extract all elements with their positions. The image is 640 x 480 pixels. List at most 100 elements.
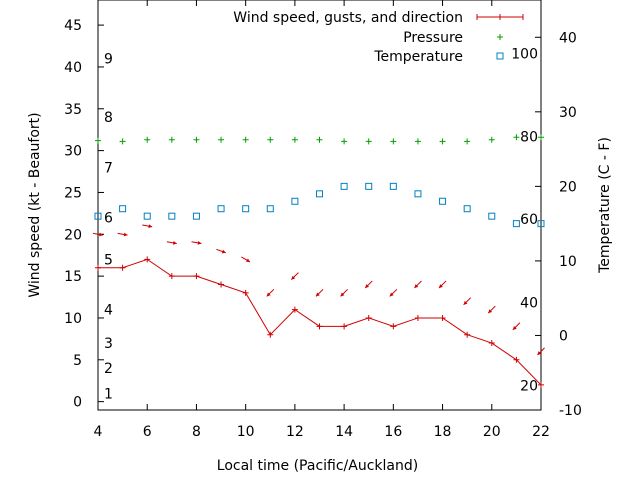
gust-arrow-head [315, 292, 320, 297]
legend-temperature-symbol [496, 52, 504, 60]
pressure-point [267, 136, 274, 143]
legend-wind-label: Wind speed, gusts, and direction [233, 10, 463, 26]
pressure-point [464, 138, 471, 145]
pressure-point [218, 136, 225, 143]
gust-arrow-head [389, 292, 394, 297]
wind-speed-point [291, 306, 298, 313]
y-left-tick-label: 10 [64, 311, 82, 327]
wind-speed-point [242, 289, 249, 296]
gust-arrow-head [537, 351, 542, 355]
temperature-point [414, 190, 422, 198]
wind-speed-point [119, 264, 126, 271]
legend-pressure-symbol [497, 34, 503, 40]
gust-arrow-head [488, 309, 493, 314]
plot-frame [97, 0, 542, 411]
wind-speed-point [95, 264, 101, 271]
beaufort-label: 2 [104, 361, 113, 377]
pressure-point [193, 136, 200, 143]
temperature-point [143, 212, 151, 220]
gust-arrow-head [365, 284, 370, 289]
wind-speed-point [464, 331, 471, 338]
gust-arrow-head [414, 284, 419, 289]
gust-arrow-head [266, 292, 271, 297]
wind-speed-point [414, 314, 421, 321]
gust-arrow-head [439, 284, 443, 289]
pressure-point [414, 138, 421, 145]
x-tick-label: 18 [434, 424, 452, 440]
pressure-point [316, 136, 323, 143]
temperature-point [389, 182, 397, 190]
temperature-point [168, 212, 176, 220]
wind-speed-point [267, 331, 274, 338]
temperature-point [94, 212, 102, 220]
legend-pressure-label: Pressure [403, 30, 463, 46]
gust-arrow-head [245, 258, 250, 262]
fahrenheit-label: 60 [520, 212, 538, 228]
pressure-point [168, 136, 175, 143]
gust-arrow-head [197, 241, 202, 245]
pressure-point [365, 138, 372, 145]
wind-speed-point [513, 356, 520, 363]
y-right-tick-label: 10 [559, 254, 577, 270]
pressure-point [341, 138, 348, 145]
temperature-point [217, 205, 225, 213]
gust-arrow-head [148, 224, 153, 229]
x-axis-label: Local time (Pacific/Auckland) [217, 458, 418, 474]
temperature-point [119, 205, 127, 213]
y-left-tick-label: 20 [64, 227, 82, 243]
x-tick-label: 14 [335, 424, 353, 440]
y-left-axis-label: Wind speed (kt - Beaufort) [27, 112, 43, 297]
pressure-point [144, 136, 151, 143]
temperature-point [463, 205, 471, 213]
wind-speed-point [316, 323, 323, 330]
pressure-point [538, 134, 544, 141]
pressure-point [119, 138, 126, 145]
x-tick-label: 16 [384, 424, 402, 440]
beaufort-label: 3 [104, 336, 113, 352]
beaufort-label: 4 [104, 303, 113, 319]
wind-speed-point [439, 314, 446, 321]
temperature-point [340, 182, 348, 190]
legend-temperature-label: Temperature [373, 49, 463, 65]
pressure-point [242, 136, 249, 143]
y-left-tick-label: 0 [73, 395, 82, 411]
wind-speed-point [341, 323, 348, 330]
wind-speed-point [168, 273, 175, 280]
y-left-tick-label: 30 [64, 144, 82, 160]
pressure-point [390, 138, 397, 145]
temperature-point [537, 220, 545, 228]
y-right-tick-label: -10 [559, 403, 582, 419]
y-right-tick-label: 20 [559, 179, 577, 195]
beaufort-label: 5 [104, 252, 113, 268]
y-left-tick-label: 25 [64, 185, 82, 201]
beaufort-label: 9 [104, 52, 113, 68]
gust-arrow-head [172, 241, 177, 245]
temperature-point [365, 182, 373, 190]
y-right-tick-label: 30 [559, 105, 577, 121]
gust-arrow-head [512, 326, 517, 330]
beaufort-label: 8 [104, 110, 113, 126]
fahrenheit-label: 80 [520, 129, 538, 145]
pressure-point [291, 136, 298, 143]
y-right-tick-label: 0 [559, 328, 568, 344]
temperature-point [316, 190, 323, 198]
gust-arrow-head [463, 300, 468, 305]
wind-speed-point [193, 273, 200, 280]
gust-arrow-head [99, 232, 103, 237]
pressure-point [95, 137, 101, 144]
y-left-tick-label: 35 [64, 102, 82, 118]
gust-arrow-head [291, 275, 296, 280]
beaufort-label: 1 [104, 386, 113, 402]
temperature-point [488, 212, 496, 220]
fahrenheit-label: 20 [520, 378, 538, 394]
gust-arrow-head [340, 292, 345, 297]
y-right-axis-label: Temperature (C - F) [597, 137, 613, 274]
wind-speed-point [488, 340, 495, 347]
pressure-point [513, 134, 520, 141]
legend-wind-symbol [476, 14, 524, 20]
temperature-point [242, 205, 250, 213]
wind-speed-point [218, 281, 225, 288]
wind-speed-line [98, 258, 542, 386]
beaufort-label: 7 [104, 160, 113, 176]
